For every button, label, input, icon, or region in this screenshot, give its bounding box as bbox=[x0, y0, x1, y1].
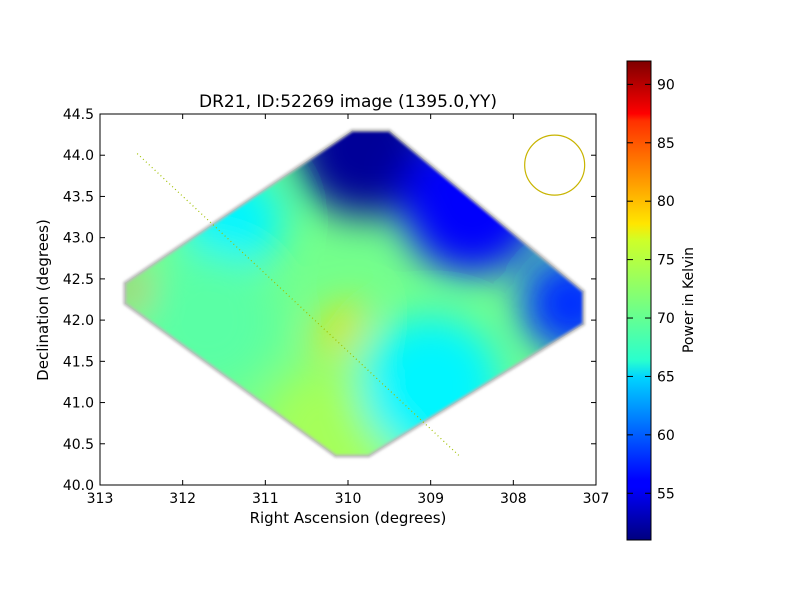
y-tick-label: 44.0 bbox=[63, 148, 94, 164]
x-tick-label: 307 bbox=[583, 491, 610, 507]
colorbar-ticks: 55 60 65 70 75 80 85 90 bbox=[627, 77, 675, 502]
x-axis-label: Right Ascension (degrees) bbox=[250, 509, 447, 527]
colorbar-tick-label: 60 bbox=[657, 428, 675, 444]
heatmap-image bbox=[123, 129, 586, 458]
y-axis: 40.0 40.5 41.0 41.5 42.0 42.5 43.0 43.5 44.0 44.5 bbox=[63, 107, 596, 494]
north-cold-region bbox=[294, 130, 435, 217]
y-tick-label: 43.0 bbox=[63, 231, 94, 247]
y-tick-label: 43.5 bbox=[63, 189, 94, 205]
chart-title: DR21, ID:52269 image (1395.0,YY) bbox=[199, 92, 497, 112]
colorbar-tick-label: 90 bbox=[657, 77, 675, 93]
y-tick-label: 44.5 bbox=[63, 107, 94, 123]
colorbar-tick-label: 85 bbox=[657, 136, 675, 152]
x-tick-label: 310 bbox=[335, 491, 362, 507]
south-west-region bbox=[360, 316, 501, 457]
colorbar-tick-label: 65 bbox=[657, 369, 675, 385]
x-tick-label: 308 bbox=[500, 491, 527, 507]
map-region bbox=[124, 130, 584, 457]
colorbar-tick-label: 80 bbox=[657, 194, 675, 210]
east-region bbox=[137, 250, 278, 391]
west-edge bbox=[521, 253, 584, 354]
x-tick-label: 311 bbox=[252, 491, 279, 507]
colorbar-tick-label: 70 bbox=[657, 311, 675, 327]
x-tick-label: 313 bbox=[87, 491, 114, 507]
x-tick-label: 312 bbox=[169, 491, 196, 507]
colorbar-gradient bbox=[627, 61, 651, 540]
scan-line bbox=[136, 153, 461, 457]
colorbar-tick-label: 55 bbox=[657, 486, 675, 502]
y-tick-label: 41.5 bbox=[63, 354, 94, 370]
y-tick-label: 41.0 bbox=[63, 396, 94, 412]
colorbar-frame bbox=[626, 60, 652, 541]
source-peak bbox=[316, 302, 364, 355]
x-tick-label: 309 bbox=[417, 491, 444, 507]
x-axis: 313 312 311 310 309 308 307 bbox=[87, 114, 610, 507]
colorbar-tick-label: 75 bbox=[657, 253, 675, 269]
beam-circle bbox=[524, 134, 586, 196]
colorbar: 55 60 65 70 75 80 85 90 Power in Kelvin bbox=[626, 60, 697, 541]
map-edge bbox=[123, 129, 586, 458]
y-tick-label: 40.0 bbox=[63, 478, 94, 494]
y-tick-label: 42.0 bbox=[63, 313, 94, 329]
y-tick-label: 40.5 bbox=[63, 437, 94, 453]
north-west-cool-region bbox=[402, 134, 542, 275]
y-axis-label: Declination (degrees) bbox=[34, 219, 52, 381]
y-tick-label: 42.5 bbox=[63, 272, 94, 288]
colorbar-label: Power in Kelvin bbox=[681, 247, 697, 353]
